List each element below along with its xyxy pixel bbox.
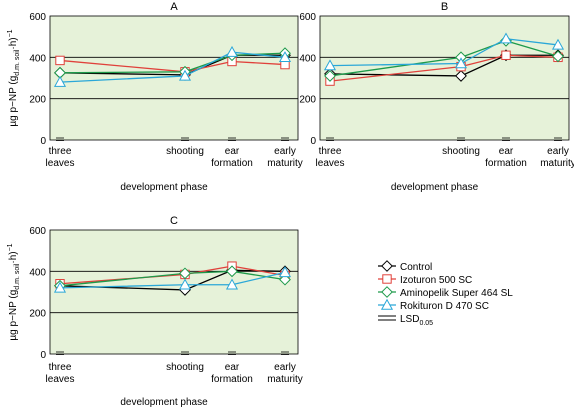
series-line-rokituron [59,51,286,83]
data-point-rokituron [551,38,565,50]
y-tick-label: 200 [299,95,316,106]
legend-item-aminopelik: Aminopelik Super 464 SL [378,286,513,299]
legend-item-izoturon: Izoturon 500 SC [378,274,472,286]
y-tick-label: 400 [29,267,46,278]
y-tick-label: 200 [29,309,46,320]
data-point-aminopelik [552,50,564,63]
x-category-label: shooting [166,146,204,157]
y-tick-label: 600 [299,12,316,23]
y-axis-label: µg p−NP (gd.m. soil·h)−1 [7,29,21,126]
legend-label: Control [400,262,432,273]
legend-marker [381,286,393,298]
series-line-control [329,54,558,77]
panel-title: A [170,1,178,13]
x-category-label: early maturity [267,146,303,169]
y-axis-label: µg p−NP (gd.m. soil·h)−1 [7,243,21,340]
chart-panel-b: 0 200 400 600 three leaves shooting ear formatio… [299,1,574,193]
data-point-aminopelik [324,70,336,82]
x-category-label: early maturity [267,362,303,385]
legend-item-lsd: LSD0.05 [378,314,433,327]
legend-label: Aminopelik Super 464 SL [400,288,513,299]
data-point-rokituron [278,266,292,278]
x-category-label: ear formation [485,146,527,169]
x-axis-label: development phase [391,182,479,193]
series-line-aminopelik [59,270,286,287]
legend-label: Rokituron D 470 SC [400,301,489,312]
data-point-rokituron [323,59,337,71]
data-point-rokituron [225,278,239,290]
data-point-rokituron [178,278,192,290]
legend-marker [380,298,394,310]
panel-title: C [170,215,178,227]
series-line-rokituron [329,38,559,67]
legend-item-control: Control [378,260,432,273]
panel-title: B [441,1,448,13]
x-category-label: three leaves [316,146,345,169]
x-category-label: early maturity [540,146,574,169]
y-tick-label: 0 [310,136,316,147]
y-tick-label: 0 [40,136,46,147]
plot-area [49,229,299,355]
y-tick-label: 600 [29,12,46,23]
y-tick-label: 600 [29,226,46,237]
data-point-rokituron [454,57,468,69]
legend-item-rokituron: Rokituron D 470 SC [378,298,489,312]
y-tick-label: 0 [40,350,46,361]
series-line-izoturon [329,54,559,82]
y-tick-label: 400 [299,53,316,64]
data-point-rokituron [53,281,67,293]
x-category-label: shooting [442,146,480,157]
legend-marker [381,260,393,272]
x-axis-label: development phase [120,397,208,408]
x-category-label: ear formation [211,362,253,385]
series-line-aminopelik [329,40,559,77]
x-category-label: three leaves [46,146,75,169]
data-point-rokituron [499,32,513,44]
y-tick-label: 200 [29,95,46,106]
y-tick-label: 400 [29,53,46,64]
x-axis-label: development phase [120,182,208,193]
data-point-aminopelik [226,265,238,278]
chart-panel-c: 0 200 400 600 three leaves shooting ear formatio… [7,215,303,408]
series-line-rokituron [59,271,286,289]
x-category-label: three leaves [46,362,75,385]
series-line-izoturon [59,59,286,73]
x-category-label: shooting [166,362,204,373]
data-point-control [455,70,467,82]
data-point-izoturon [501,50,511,60]
legend-label-lsd: LSD0.05 [400,314,433,327]
data-point-rokituron [278,51,292,63]
legend-marker [382,274,392,284]
data-point-rokituron [178,69,192,81]
data-point-rokituron [53,75,67,87]
data-point-izoturon [55,55,65,66]
chart-panel-a: 0 200 400 600 three leaves shooting ear formatio… [7,1,303,193]
data-point-rokituron [225,45,239,57]
plot-area [49,15,299,141]
x-category-label: ear formation [211,146,253,169]
legend: Control Izoturon 500 SC Aminopelik Super 4… [378,260,513,327]
legend-label: Izoturon 500 SC [400,275,472,286]
